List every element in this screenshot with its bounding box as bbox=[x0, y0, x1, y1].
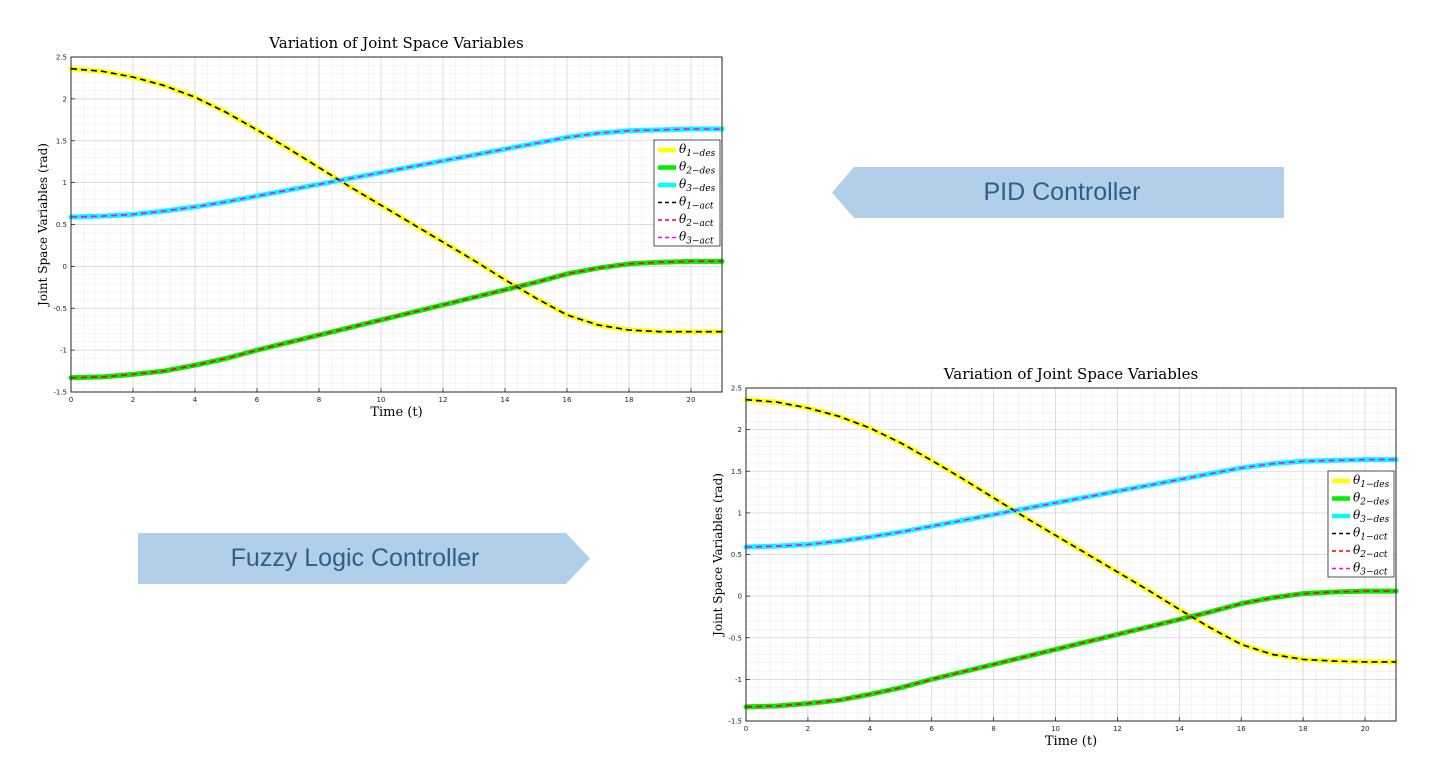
chart-title: Variation of Joint Space Variables bbox=[943, 365, 1198, 383]
y-tick-label: 0 bbox=[738, 593, 742, 601]
series-line-θ3−des bbox=[743, 457, 1399, 550]
x-tick-label: 12 bbox=[1113, 725, 1122, 733]
x-tick-label: 20 bbox=[687, 396, 696, 404]
legend-label-θ1−act: θ1−act bbox=[679, 195, 714, 212]
x-tick-label: 2 bbox=[806, 725, 810, 733]
y-tick-label: 0.5 bbox=[56, 221, 67, 229]
legend-box bbox=[653, 139, 721, 247]
legend-label-θ3−act: θ3−act bbox=[1353, 561, 1388, 578]
x-tick-label: 18 bbox=[625, 396, 634, 404]
y-tick-label: 0.5 bbox=[731, 551, 742, 559]
legend-label-θ1−des: θ1−des bbox=[1353, 473, 1390, 490]
series-line-θ2−act bbox=[745, 590, 1396, 708]
chart-2: 0 2 4 6 8 10 12 14 16 18 20 -1.5 -1 -0.5 0 0.5 1 1.5 2 2.5 V… bbox=[711, 365, 1399, 749]
y-axis-label: Joint Space Variables (rad) bbox=[711, 473, 725, 638]
y-tick-label: 1 bbox=[63, 179, 67, 187]
x-tick-label: 4 bbox=[868, 725, 873, 733]
x-tick-label: 12 bbox=[439, 396, 448, 404]
series-line-θ3−des bbox=[68, 126, 725, 220]
series-line-θ1−act bbox=[745, 398, 1396, 663]
x-tick-label: 16 bbox=[1237, 725, 1246, 733]
y-tick-label: -0.5 bbox=[728, 634, 742, 642]
fuzzy-controller-label: Fuzzy Logic Controller bbox=[230, 544, 480, 572]
x-axis-label: Time (t) bbox=[1045, 734, 1097, 749]
legend-label-θ3−des: θ3−des bbox=[679, 177, 716, 194]
fuzzy-controller-arrow: Fuzzy Logic Controller bbox=[138, 533, 590, 584]
y-tick-label: -1 bbox=[60, 347, 67, 355]
right-arrow-icon bbox=[138, 533, 590, 584]
legend-label-θ2−act: θ2−act bbox=[1353, 543, 1388, 560]
x-tick-label: 18 bbox=[1299, 725, 1308, 733]
x-tick-label: 14 bbox=[1175, 725, 1184, 733]
pid-controller-label: PID Controller bbox=[983, 178, 1141, 206]
y-tick-label: 1 bbox=[738, 509, 742, 517]
x-tick-label: 16 bbox=[563, 396, 572, 404]
series-line-θ2−act bbox=[70, 260, 722, 379]
x-tick-label: 2 bbox=[131, 396, 135, 404]
y-tick-label: -1 bbox=[735, 676, 742, 684]
legend-label-θ1−des: θ1−des bbox=[679, 142, 716, 159]
x-tick-label: 8 bbox=[317, 396, 321, 404]
x-tick-label: 8 bbox=[991, 725, 995, 733]
legend-label-θ3−act: θ3−act bbox=[679, 230, 714, 247]
series-line-θ1−act bbox=[70, 67, 722, 333]
y-tick-label: 1.5 bbox=[731, 468, 742, 476]
x-tick-label: 10 bbox=[377, 396, 386, 404]
y-tick-label: 2 bbox=[63, 95, 67, 103]
legend-box bbox=[1327, 470, 1395, 578]
legend-label-θ1−act: θ1−act bbox=[1353, 526, 1388, 543]
legend-label-θ2−des: θ2−des bbox=[679, 160, 716, 177]
x-tick-label: 20 bbox=[1361, 725, 1370, 733]
legend-label-θ3−des: θ3−des bbox=[1353, 508, 1390, 525]
pid-controller-arrow: PID Controller bbox=[832, 167, 1284, 218]
y-tick-label: 2.5 bbox=[56, 54, 67, 62]
y-tick-label: 1.5 bbox=[56, 137, 67, 145]
y-tick-label: 2 bbox=[738, 426, 742, 434]
y-tick-label: -1.5 bbox=[53, 389, 67, 397]
x-tick-label: 10 bbox=[1051, 725, 1060, 733]
chart-1: 0 2 4 6 8 10 12 14 16 18 20 -1.5 -1 -0.5 0 0.5 1 1.5 2 2.5 V… bbox=[36, 34, 725, 420]
y-tick-label: 0 bbox=[63, 263, 67, 271]
x-tick-label: 4 bbox=[193, 396, 198, 404]
y-tick-label: -1.5 bbox=[728, 718, 742, 726]
left-arrow-icon bbox=[832, 167, 1284, 218]
x-tick-label: 6 bbox=[929, 725, 934, 733]
x-tick-label: 0 bbox=[744, 725, 748, 733]
chart-title: Variation of Joint Space Variables bbox=[268, 34, 523, 52]
x-tick-label: 14 bbox=[501, 396, 510, 404]
legend-label-θ2−act: θ2−act bbox=[679, 212, 714, 229]
y-tick-label: 2.5 bbox=[731, 385, 742, 393]
y-axis-label: Joint Space Variables (rad) bbox=[36, 143, 50, 308]
legend-label-θ2−des: θ2−des bbox=[1353, 491, 1390, 508]
x-axis-label: Time (t) bbox=[370, 405, 422, 420]
x-tick-label: 0 bbox=[69, 396, 73, 404]
x-tick-label: 6 bbox=[255, 396, 260, 404]
y-tick-label: -0.5 bbox=[53, 305, 67, 313]
